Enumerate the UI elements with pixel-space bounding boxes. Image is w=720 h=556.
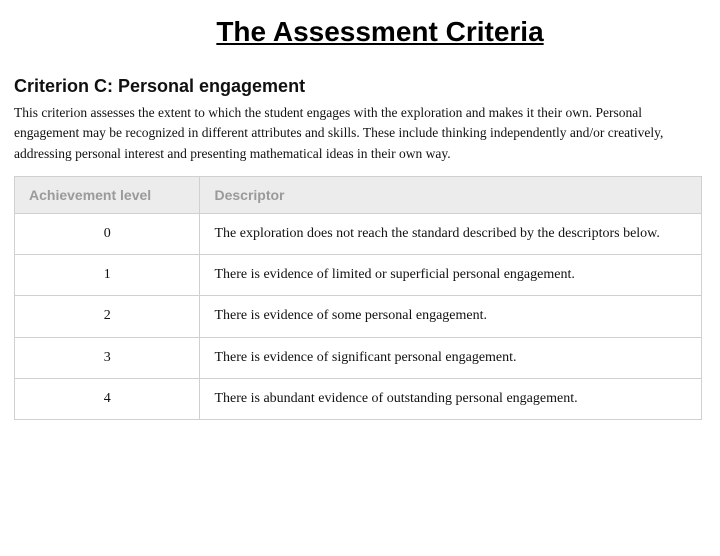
table-row: 0 The exploration does not reach the sta…	[15, 213, 702, 254]
content-area: Criterion C: Personal engagement This cr…	[0, 76, 720, 420]
cell-level: 0	[15, 213, 200, 254]
table-row: 2 There is evidence of some personal eng…	[15, 296, 702, 337]
table-row: 1 There is evidence of limited or superf…	[15, 255, 702, 296]
col-header-level: Achievement level	[15, 176, 200, 213]
cell-level: 4	[15, 378, 200, 419]
rubric-table: Achievement level Descriptor 0 The explo…	[14, 176, 702, 420]
criterion-description: This criterion assesses the extent to wh…	[14, 103, 702, 164]
cell-descriptor: There is evidence of limited or superfic…	[200, 255, 702, 296]
cell-descriptor: There is abundant evidence of outstandin…	[200, 378, 702, 419]
table-row: 4 There is abundant evidence of outstand…	[15, 378, 702, 419]
cell-descriptor: There is evidence of some personal engag…	[200, 296, 702, 337]
criterion-heading: Criterion C: Personal engagement	[14, 76, 702, 97]
table-header-row: Achievement level Descriptor	[15, 176, 702, 213]
col-header-descriptor: Descriptor	[200, 176, 702, 213]
table-row: 3 There is evidence of significant perso…	[15, 337, 702, 378]
cell-descriptor: The exploration does not reach the stand…	[200, 213, 702, 254]
cell-level: 3	[15, 337, 200, 378]
cell-level: 1	[15, 255, 200, 296]
page-title: The Assessment Criteria	[40, 16, 720, 48]
cell-descriptor: There is evidence of significant persona…	[200, 337, 702, 378]
cell-level: 2	[15, 296, 200, 337]
